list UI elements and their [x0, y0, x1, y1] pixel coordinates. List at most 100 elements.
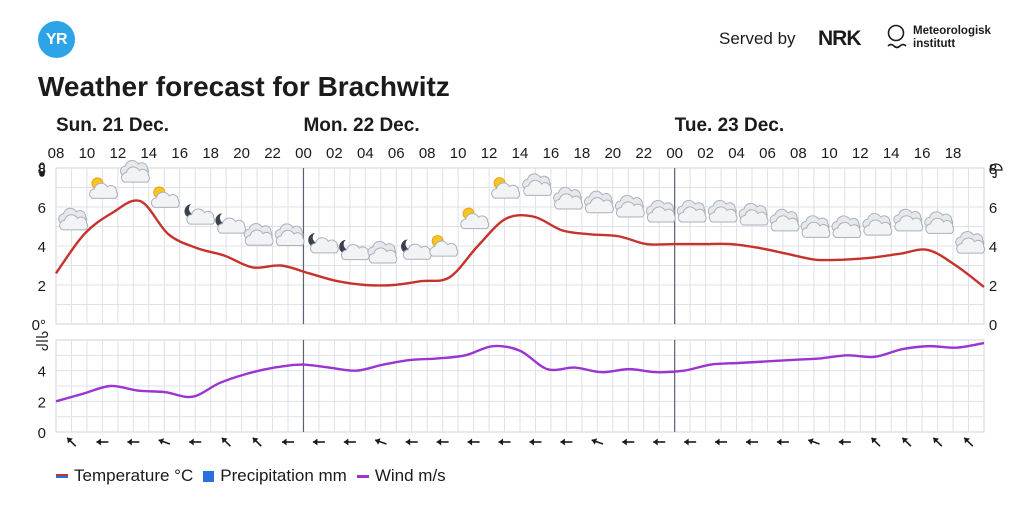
hour-label: 10 [450, 145, 467, 162]
cloud-shape [89, 182, 118, 199]
wind-arrow-head [282, 438, 287, 446]
hour-label: 18 [202, 145, 219, 162]
legend-wind[interactable]: Wind m/s [356, 466, 446, 486]
day-label: Tue. 23 Dec. [675, 115, 784, 136]
cloudy-icon [893, 208, 924, 232]
cloudy-icon [553, 186, 583, 210]
hour-label: 22 [264, 145, 281, 162]
temperature-swatch [56, 474, 68, 478]
wind-arrow-icon [127, 438, 140, 446]
hour-label: 06 [759, 145, 776, 162]
wind-arrow-icon [776, 438, 789, 446]
hour-label: 06 [388, 145, 405, 162]
wind-arrow-icon [838, 438, 851, 446]
wind-arrow-icon [963, 437, 974, 447]
cloud-shape [121, 166, 150, 183]
cloud-shape [956, 237, 986, 254]
wind-arrow-head [67, 437, 73, 444]
hour-label: 08 [48, 145, 65, 162]
temp-tick-left: 6 [38, 200, 46, 217]
cloud-shape [310, 237, 339, 254]
wind-arrow-icon [498, 438, 511, 446]
hour-label: 02 [697, 145, 714, 162]
wind-arrow-icon [901, 437, 912, 447]
precip-tick-right: 6 [989, 200, 997, 217]
cloud-shape [739, 209, 769, 226]
wind-arrow-icon [715, 438, 728, 446]
hour-label: 12 [481, 145, 498, 162]
cloud-shape [646, 206, 676, 223]
wind-arrow-head [933, 437, 940, 444]
legend-precipitation[interactable]: Precipitation mm [203, 466, 347, 486]
wind-arrow-head [838, 438, 844, 446]
hour-label: 08 [419, 145, 436, 162]
met-name-line2: institutt [913, 38, 956, 50]
partly-cloudy-night-icon [401, 239, 432, 260]
partly-cloudy-night-icon [215, 213, 247, 234]
yr-logo[interactable]: YR [38, 21, 75, 58]
axis-icons [36, 162, 1003, 351]
wind-tick-left: 0 [38, 425, 46, 442]
wind-arrow-icon [405, 438, 418, 446]
wind-arrow-icon [66, 437, 77, 447]
wind-arrow-icon [96, 438, 109, 446]
wind-arrow-head [252, 437, 259, 444]
wind-arrow-icon [807, 438, 820, 445]
hour-label: 16 [543, 145, 560, 162]
cloud-shape [491, 182, 521, 199]
partly-cloudy-night-icon [308, 233, 339, 254]
cloudy-icon [120, 160, 150, 183]
wind-arrow-head [871, 437, 878, 444]
hour-label: 02 [326, 145, 343, 162]
met-institute-name[interactable]: Meteorologisk institutt [913, 25, 1023, 51]
hour-label: 18 [574, 145, 591, 162]
temp-tick-left: 8 [38, 161, 46, 178]
wind-arrow-icon [189, 438, 202, 446]
day-label: Sun. 21 Dec. [56, 115, 169, 136]
page-title: Weather forecast for Brachwitz [38, 71, 450, 102]
cloud-shape [894, 215, 924, 232]
hour-label: 16 [171, 145, 188, 162]
cloud-shape [770, 215, 800, 232]
wind-series [55, 341, 985, 403]
wind-arrow-icon [343, 438, 356, 446]
wind-arrow-head [964, 437, 970, 444]
wind-arrow-head [622, 438, 627, 446]
weather-symbols [58, 160, 986, 264]
wind-arrow-icon [158, 438, 171, 445]
cloud-shape [708, 206, 738, 223]
wind-arrow-icon [684, 438, 697, 446]
cloudy-icon [274, 223, 305, 246]
hour-label: 00 [666, 145, 683, 162]
nrk-logo[interactable]: NRK [818, 27, 861, 50]
temp-tick-left: 0° [32, 317, 46, 334]
legend-precipitation-label: Precipitation mm [220, 466, 347, 485]
wind-arrow-head [221, 437, 228, 444]
wind-arrow-head [127, 438, 132, 446]
cloud-shape [429, 240, 459, 257]
served-by-label: Served by [719, 29, 796, 48]
partly-cloudy-night-icon [339, 239, 370, 261]
cloudy-icon [367, 240, 398, 264]
partly-cloudy-day-icon [429, 235, 459, 257]
wind-arrow-head [902, 437, 909, 444]
cloud-shape [523, 179, 552, 196]
wind-arrows [66, 437, 974, 447]
hour-label: 16 [914, 145, 931, 162]
precip-tick-right: 0 [989, 317, 997, 334]
hour-label: 10 [821, 145, 838, 162]
cloud-shape [275, 229, 305, 246]
cloud-shape [585, 197, 614, 214]
hour-label: 00 [295, 145, 312, 162]
wind-arrow-head [684, 438, 689, 446]
hour-label: 14 [883, 145, 900, 162]
wind-arrow-head [405, 438, 411, 446]
legend-temperature[interactable]: Temperature °C [56, 466, 193, 486]
wind-arrow-head [776, 438, 782, 446]
day-label: Mon. 22 Dec. [303, 115, 419, 136]
cloudy-icon [707, 200, 738, 223]
hour-label: 14 [512, 145, 529, 162]
cloudy-icon [769, 208, 800, 232]
cloud-shape [832, 222, 862, 239]
precip-tick-right: 2 [989, 278, 997, 295]
